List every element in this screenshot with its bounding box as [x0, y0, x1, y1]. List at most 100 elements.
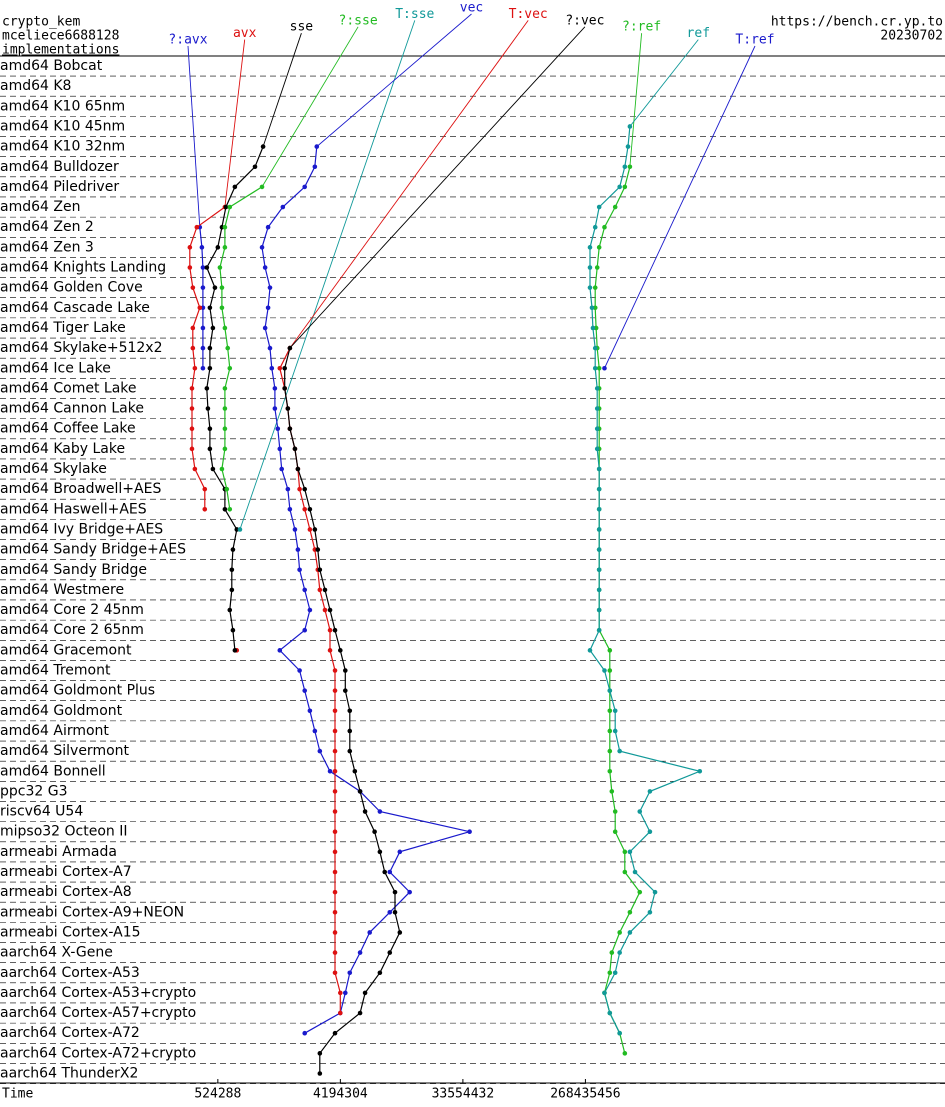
point [200, 265, 206, 270]
category-label: armeabi Cortex-A9+NEON [0, 904, 184, 920]
date: 20230702 [880, 29, 943, 44]
point [332, 748, 338, 754]
point [200, 325, 206, 331]
point [362, 990, 368, 996]
point [259, 184, 265, 190]
category-label: aarch64 Cortex-A57+crypto [0, 1005, 196, 1021]
point [302, 688, 308, 693]
legend-label: ?:vec [565, 13, 604, 28]
point [189, 406, 195, 411]
legend-leader [262, 33, 302, 147]
category-label: armeabi Cortex-A15 [0, 924, 141, 940]
category-label: amd64 Gracemont [0, 642, 132, 658]
category-label: amd64 Silvermont [0, 743, 130, 759]
point [607, 970, 613, 976]
point [200, 345, 206, 351]
point [192, 365, 198, 371]
point [222, 406, 228, 411]
legend-label: ?:avx [168, 33, 207, 48]
legend-label: sse [290, 20, 314, 35]
point [327, 768, 333, 774]
point [594, 446, 600, 452]
point [317, 748, 323, 754]
point [292, 446, 298, 452]
point [342, 668, 348, 673]
category-label: amd64 Tremont [0, 663, 111, 679]
point [207, 345, 213, 351]
point [322, 587, 328, 593]
point [637, 889, 643, 895]
x-tick-label: 4194304 [313, 1087, 368, 1102]
category-label: amd64 Zen [0, 199, 80, 215]
point [622, 184, 628, 190]
point [352, 768, 358, 774]
point [377, 809, 383, 814]
point [280, 204, 286, 210]
category-label: aarch64 Cortex-A53 [0, 965, 140, 981]
point [347, 970, 353, 976]
point [382, 869, 387, 875]
point [357, 950, 363, 955]
point [222, 386, 228, 391]
category-label: amd64 Goldmont Plus [0, 683, 155, 699]
point [332, 688, 338, 693]
category-label: amd64 Broadwell+AES [0, 481, 161, 497]
category-label: amd64 Westmere [0, 582, 124, 598]
point [609, 789, 615, 794]
point [612, 728, 618, 734]
point [230, 627, 236, 633]
point [342, 688, 348, 693]
point [637, 809, 643, 814]
point [594, 265, 600, 270]
point [617, 184, 622, 190]
point [292, 527, 298, 532]
legend-label: ?:ref [622, 20, 661, 35]
point [297, 486, 302, 492]
point [596, 486, 602, 492]
series-line [589, 126, 702, 1034]
point [627, 124, 633, 129]
category-label: amd64 Core 2 45nm [0, 602, 144, 618]
point [590, 325, 596, 331]
point [625, 144, 631, 149]
point [607, 668, 613, 673]
legend-label: ref [687, 26, 710, 41]
point [617, 930, 622, 935]
category-label: amd64 K10 32nm [0, 139, 125, 155]
point [262, 325, 268, 331]
point [207, 305, 213, 311]
point [272, 386, 278, 391]
point [622, 164, 628, 170]
point [272, 406, 278, 411]
point [199, 245, 205, 250]
point [202, 507, 208, 512]
category-label: amd64 Bobcat [0, 58, 103, 74]
point [332, 829, 338, 834]
point [210, 466, 216, 472]
point [223, 204, 229, 210]
point [265, 305, 271, 311]
category-label: aarch64 Cortex-A72 [0, 1025, 140, 1041]
point [219, 305, 225, 311]
function: mceliece6688128 [2, 29, 119, 44]
legend-label: T:sse [395, 7, 434, 22]
point [314, 144, 320, 149]
point [332, 1030, 338, 1036]
series-line [284, 347, 401, 1074]
point [267, 285, 273, 290]
point [587, 245, 593, 250]
category-label: amd64 Zen 2 [0, 219, 94, 235]
legend-label: T:vec [509, 7, 548, 22]
point [602, 990, 607, 996]
point [187, 265, 193, 270]
point [210, 325, 216, 331]
point [332, 809, 338, 814]
point [596, 567, 602, 573]
category-label: amd64 Bulldozer [0, 159, 119, 175]
point [387, 910, 393, 915]
point [647, 789, 653, 794]
point [587, 648, 593, 653]
category-label: amd64 Haswell+AES [0, 501, 147, 517]
point [596, 507, 602, 512]
point [260, 144, 266, 149]
